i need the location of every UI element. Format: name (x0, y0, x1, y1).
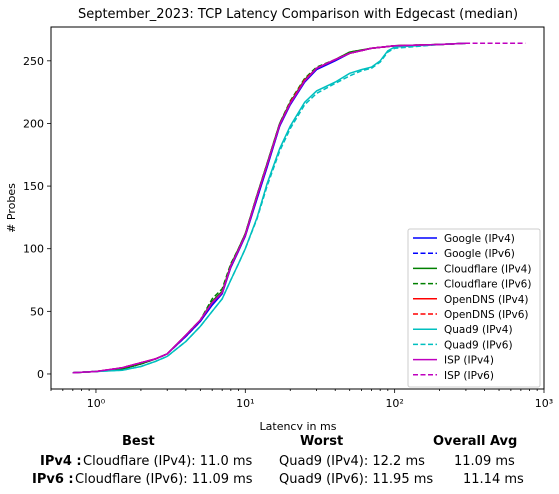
x-tick-label: 10³ (535, 397, 553, 410)
y-tick-label: 50 (30, 305, 44, 318)
y-tick-label: 250 (23, 55, 44, 68)
y-tick-label: 200 (23, 117, 44, 130)
legend-label: Cloudflare (IPv4) (444, 263, 531, 275)
x-tick-label: 10² (385, 397, 403, 410)
series-line-3 (72, 42, 466, 374)
x-tick-label: 10⁰ (87, 397, 106, 410)
series-lines (72, 42, 526, 374)
header-worst: Worst (300, 434, 344, 449)
legend-label: Google (IPv4) (444, 233, 515, 245)
best-ipv6: Cloudflare (IPv6): 11.09 ms (75, 472, 253, 487)
plot-frame (50, 26, 545, 390)
series-line-5 (72, 42, 466, 374)
legend-label: Google (IPv6) (444, 248, 515, 260)
series-line-7 (72, 42, 466, 374)
legend-label: Quad9 (IPv4) (444, 324, 513, 336)
y-tick-label: 100 (23, 243, 44, 256)
y-tick-label: 150 (23, 180, 44, 193)
plot-area: 10⁰ 10¹ 10² 10³ 0 50 100 150 200 250 (23, 26, 553, 410)
series-line-6 (72, 42, 466, 374)
worst-ipv6: Quad9 (IPv6): 11.95 ms (279, 472, 434, 487)
legend-label: Cloudflare (IPv6) (444, 279, 531, 291)
legend-label: ISP (IPv6) (444, 370, 494, 382)
legend-label: OpenDNS (IPv4) (444, 294, 529, 306)
worst-ipv4: Quad9 (IPv4): 12.2 ms (279, 454, 425, 469)
series-line-8 (72, 42, 466, 374)
avg-ipv6: 11.14 ms (463, 472, 524, 487)
legend-frame (407, 228, 541, 388)
chart-title: September_2023: TCP Latency Comparison w… (78, 7, 518, 22)
series-line-9 (72, 42, 526, 374)
legend-label: OpenDNS (IPv6) (444, 309, 529, 321)
y-axis-ticks: 0 50 100 150 200 250 (23, 55, 51, 381)
x-axis-ticks: 10⁰ 10¹ 10² 10³ (50, 389, 553, 410)
x-tick-label: 10¹ (236, 397, 254, 410)
series-line-4 (72, 42, 466, 374)
series-line-0 (72, 42, 466, 374)
legend-label: ISP (IPv4) (444, 355, 494, 367)
y-tick-label: 0 (37, 368, 44, 381)
best-ipv4: Cloudflare (IPv4): 11.0 ms (83, 454, 253, 469)
x-axis-label: Latency in ms (260, 420, 337, 430)
legend-label: Quad9 (IPv6) (444, 339, 513, 351)
series-line-2 (72, 42, 466, 374)
avg-ipv4: 11.09 ms (454, 454, 515, 469)
chart-legend: Google (IPv4) Google (IPv6) Cloudflare (IP… (407, 228, 541, 388)
series-line-1 (72, 42, 466, 374)
latency-chart: September_2023: TCP Latency Comparison w… (5, 7, 553, 430)
row-label-ipv4: IPv4 : (40, 454, 82, 469)
y-axis-label: # Probes (5, 183, 18, 233)
row-label-ipv6: IPv6 : (32, 472, 74, 487)
header-best: Best (122, 434, 155, 449)
header-overall-avg: Overall Avg (433, 434, 518, 449)
